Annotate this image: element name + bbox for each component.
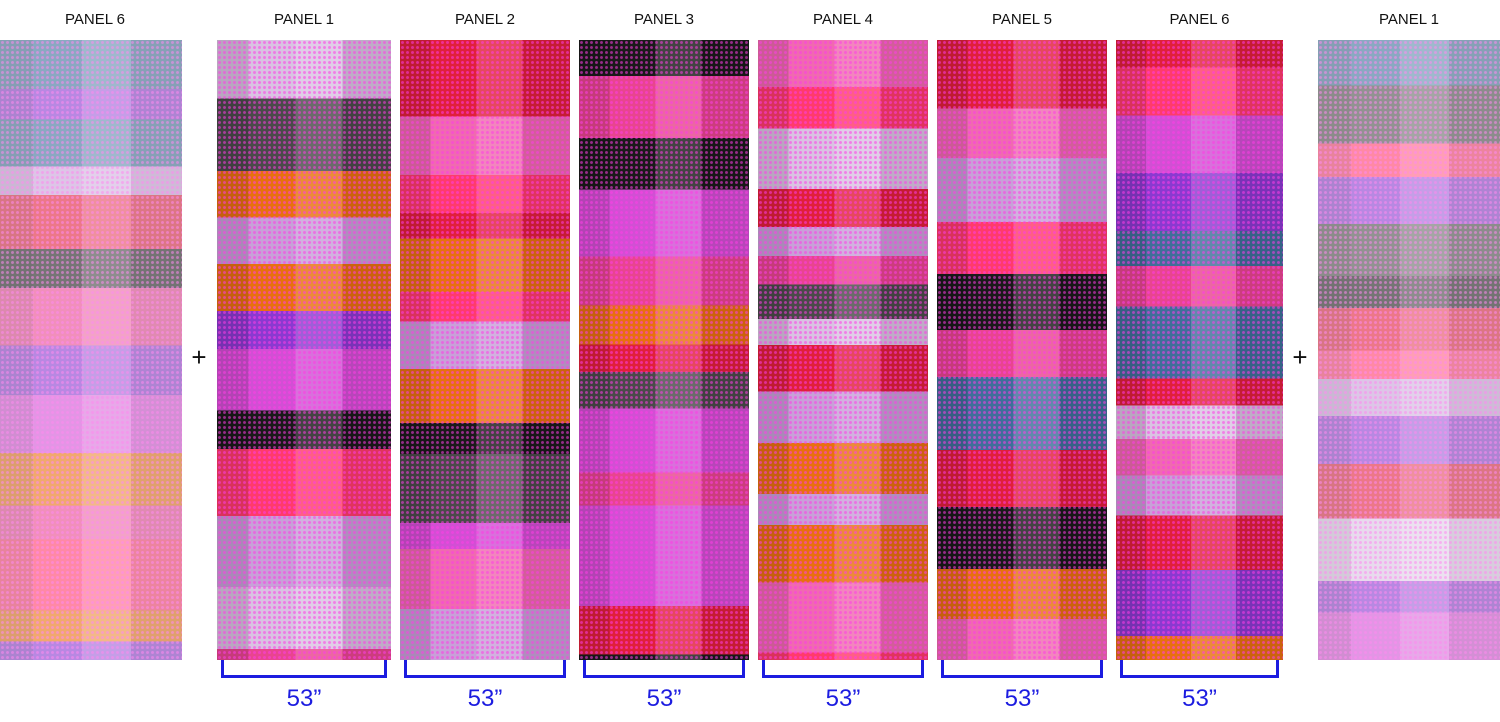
dimension-bracket <box>1120 660 1279 678</box>
dimension-bracket <box>941 660 1103 678</box>
panel-width: 53” <box>467 685 503 712</box>
plus-sign: + <box>1292 342 1308 372</box>
panel-label: PANEL 3 <box>633 11 695 28</box>
panel-width: 53” <box>1182 685 1217 712</box>
panel-artwork <box>1116 40 1283 660</box>
plus-sign: + <box>191 342 207 372</box>
dimension-bracket <box>221 660 387 678</box>
panel-width: 53” <box>1004 685 1040 712</box>
preview-artwork <box>1318 40 1500 660</box>
panel-artwork <box>758 40 928 660</box>
panel-width: 53” <box>825 685 861 712</box>
dimension-bracket <box>404 660 566 678</box>
panel-label: PANEL 6 <box>1169 11 1230 28</box>
preview-label: PANEL 6 <box>64 11 126 28</box>
panel-artwork <box>579 40 749 660</box>
panel-width: 53” <box>286 685 322 712</box>
panel-label: PANEL 4 <box>812 11 874 28</box>
panel-label: PANEL 2 <box>454 11 516 28</box>
dimension-bracket <box>762 660 924 678</box>
panel-label: PANEL 1 <box>273 11 335 28</box>
preview-artwork <box>0 40 182 660</box>
panel-artwork <box>217 40 391 660</box>
panel-width: 53” <box>646 685 682 712</box>
preview-label: PANEL 1 <box>1378 11 1440 28</box>
panel-label: PANEL 5 <box>991 11 1053 28</box>
panel-artwork <box>937 40 1107 660</box>
dimension-bracket <box>583 660 745 678</box>
panel-artwork <box>400 40 570 660</box>
